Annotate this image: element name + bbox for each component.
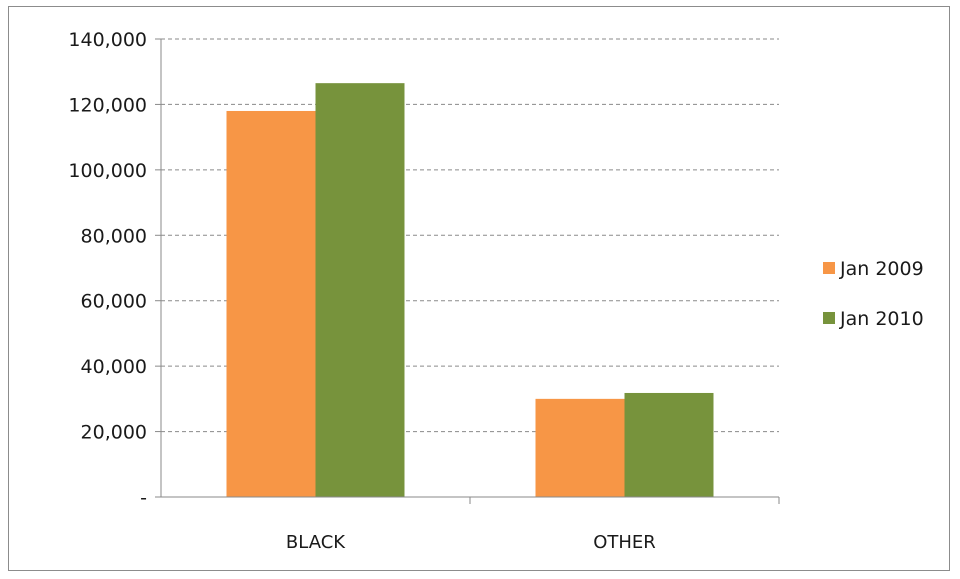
bar-black-jan-2010 bbox=[315, 83, 405, 498]
grid-layer bbox=[161, 38, 779, 433]
bar-chart: - 20,000 40,000 60,000 80,000 100,000 120,000 1… bbox=[68, 29, 924, 553]
bar-other-jan-2009 bbox=[535, 398, 625, 497]
legend: Jan 2009 Jan 2010 bbox=[823, 258, 924, 330]
y-tick-label: - bbox=[140, 487, 147, 509]
legend-label: Jan 2010 bbox=[839, 308, 924, 330]
x-category-label: BLACK bbox=[286, 532, 346, 553]
legend-label: Jan 2009 bbox=[839, 258, 924, 280]
y-tick-label: 20,000 bbox=[81, 422, 147, 444]
y-tick-label: 140,000 bbox=[68, 29, 147, 51]
axis-layer: - 20,000 40,000 60,000 80,000 100,000 120,000 1… bbox=[68, 29, 780, 553]
legend-swatch bbox=[823, 312, 835, 324]
y-tick-label: 60,000 bbox=[81, 291, 147, 313]
chart-frame: - 20,000 40,000 60,000 80,000 100,000 120,000 1… bbox=[8, 6, 950, 571]
bar-layer bbox=[226, 83, 714, 498]
bar-black-jan-2009 bbox=[226, 110, 316, 497]
y-tick-label: 80,000 bbox=[81, 225, 147, 247]
x-category-label: OTHER bbox=[593, 532, 656, 553]
y-tick-label: 120,000 bbox=[68, 94, 147, 116]
y-tick-label: 40,000 bbox=[81, 356, 147, 378]
y-tick-label: 100,000 bbox=[68, 160, 147, 182]
bar-other-jan-2010 bbox=[624, 392, 714, 497]
legend-swatch bbox=[823, 262, 835, 274]
